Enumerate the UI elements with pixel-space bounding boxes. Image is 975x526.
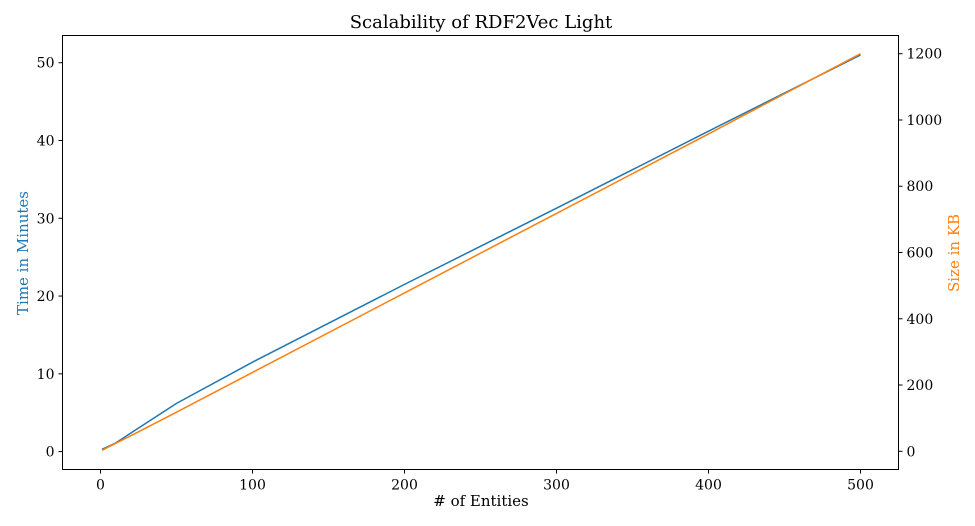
y2-tick-label: 200 [907, 378, 934, 394]
y-tick-label: 50 [37, 56, 55, 72]
y2-tick-label: 1200 [907, 47, 943, 63]
series-line-left [101, 54, 861, 450]
y2-tick-label: 0 [907, 444, 916, 460]
y2-tick-label: 400 [907, 312, 934, 328]
y2-tick-label: 800 [907, 179, 934, 195]
x-tick-label: 400 [695, 478, 722, 494]
x-tick-label: 100 [239, 478, 266, 494]
series-lines [101, 53, 861, 451]
y-tick-label: 20 [37, 289, 55, 305]
chart-title: Scalability of RDF2Vec Light [350, 12, 613, 33]
x-tick-label: 500 [847, 478, 874, 494]
y-tick-label: 40 [37, 134, 55, 150]
x-tick-label: 200 [391, 478, 418, 494]
axis-ticks: 0 100 200 300 400 500010203040500200400600800… [37, 47, 942, 494]
plot-frame [62, 35, 899, 470]
y-tick-label: 10 [37, 367, 55, 383]
x-axis-label: # of Entities [433, 492, 529, 510]
y-tick-label: 30 [37, 211, 55, 227]
x-tick-label: 300 [543, 478, 570, 494]
y2-tick-label: 600 [907, 246, 934, 262]
y-axis-label-right: Size in KB [945, 214, 963, 292]
y-tick-label: 0 [46, 445, 55, 461]
x-tick-label: 0 [96, 478, 105, 494]
y-axis-label-left: Time in Minutes [14, 191, 32, 315]
series-line-right [101, 53, 861, 451]
y2-tick-label: 1000 [907, 113, 943, 129]
